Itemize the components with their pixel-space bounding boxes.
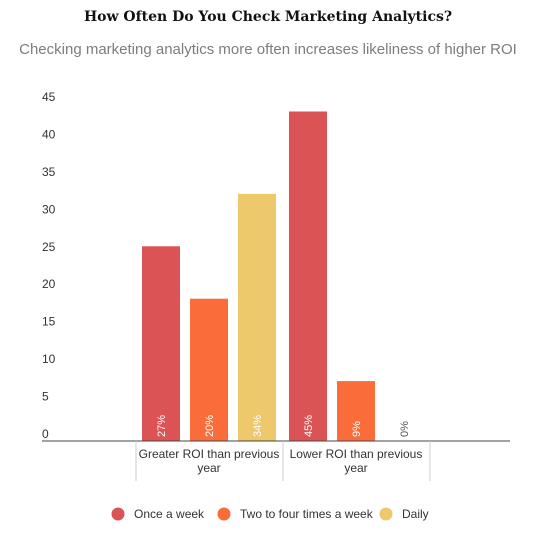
- y-tick-label: 40: [42, 127, 56, 141]
- legend-label: Two to four times a week: [240, 507, 374, 521]
- bar-data-label: 20%: [204, 415, 216, 437]
- bar-data-label: 0%: [399, 421, 411, 437]
- y-tick-label: 35: [42, 165, 56, 179]
- y-tick-label: 10: [42, 352, 56, 366]
- chart-title: How Often Do You Check Marketing Analyti…: [84, 9, 452, 25]
- bars: 27% 20% 34% 45% 9% 0%: [142, 111, 411, 441]
- bar-data-label: 34%: [252, 415, 264, 437]
- bar: [337, 381, 375, 441]
- x-tick-label: Greater ROI than previous: [139, 447, 280, 461]
- y-tick-label: 30: [42, 202, 56, 216]
- legend-swatch: [111, 507, 125, 521]
- y-tick-label: 5: [42, 390, 49, 404]
- bar: [190, 298, 228, 441]
- bar: [238, 193, 276, 441]
- y-tick-label: 20: [42, 277, 56, 291]
- legend: Once a week Two to four times a week Daily: [111, 507, 429, 521]
- chart-subtitle: Checking marketing analytics more often …: [19, 41, 517, 58]
- legend-swatch: [379, 507, 393, 521]
- y-tick-label: 25: [42, 240, 56, 254]
- x-tick-label: Lower ROI than previous: [290, 447, 423, 461]
- bar-data-label: 45%: [303, 415, 315, 437]
- legend-label: Once a week: [134, 507, 205, 521]
- bar-data-label: 27%: [156, 415, 168, 437]
- bar-data-label: 9%: [351, 421, 363, 437]
- bar: [142, 246, 180, 441]
- y-tick-label: 15: [42, 315, 56, 329]
- y-axis: 0 5 10 15 20 25 30 35 40 45: [42, 90, 56, 441]
- bar: [289, 111, 327, 441]
- y-tick-label: 0: [42, 427, 49, 441]
- y-tick-label: 45: [42, 90, 56, 104]
- x-tick-label: year: [344, 461, 367, 475]
- legend-label: Daily: [402, 507, 429, 521]
- x-tick-label: year: [197, 461, 220, 475]
- legend-swatch: [217, 507, 231, 521]
